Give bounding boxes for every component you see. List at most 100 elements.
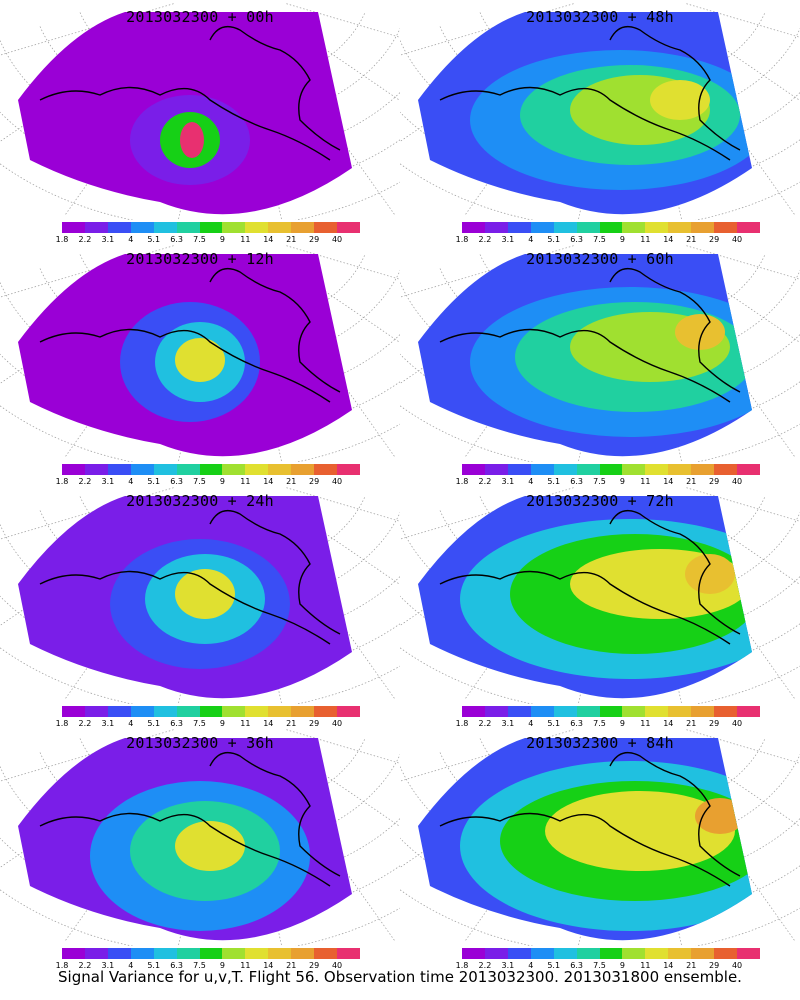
colorbar-label: 3.1 xyxy=(101,477,115,486)
colorbar-label: 9 xyxy=(219,719,225,728)
colorbar-label: 11 xyxy=(640,961,651,970)
colorbar-swatch xyxy=(622,222,646,233)
colorbar-swatch xyxy=(691,464,715,475)
colorbar-swatch xyxy=(530,948,554,959)
panel-title: 2013032300 + 36h xyxy=(126,734,274,752)
colorbar-swatch xyxy=(668,706,692,717)
colorbar-label: 2.2 xyxy=(78,961,92,970)
colorbar-label: 7.5 xyxy=(593,235,606,244)
colorbar-label: 21 xyxy=(286,477,297,486)
colorbar-swatch xyxy=(576,464,600,475)
coastline xyxy=(39,26,341,161)
colorbar-label: 7.5 xyxy=(193,235,206,244)
colorbar-swatch xyxy=(714,948,738,959)
colorbar-swatch xyxy=(599,948,623,959)
colorbar-label: 3.1 xyxy=(501,719,515,728)
colorbar-label: 40 xyxy=(331,719,343,728)
colorbar-swatch xyxy=(668,222,692,233)
colorbar-swatch xyxy=(599,706,623,717)
colorbar-swatch xyxy=(268,706,292,717)
colorbar-swatch xyxy=(507,706,531,717)
colorbar-swatch xyxy=(62,706,85,717)
colorbar-swatch xyxy=(62,948,85,959)
colorbar-label: 5.1 xyxy=(147,235,161,244)
colorbar-label: 40 xyxy=(331,235,343,244)
variance-field xyxy=(418,12,752,215)
colorbar-label: 9 xyxy=(619,719,625,728)
colorbar-swatch xyxy=(714,706,738,717)
colorbar-swatch xyxy=(530,222,554,233)
colorbar-swatch xyxy=(576,706,600,717)
colorbar-label: 6.3 xyxy=(170,235,183,244)
panel-title: 2013032300 + 24h xyxy=(126,492,274,510)
colorbar-swatch xyxy=(62,464,85,475)
variance-field xyxy=(418,738,752,941)
variance-map xyxy=(0,487,400,704)
colorbar-label: 6.3 xyxy=(570,719,583,728)
colorbar-swatch xyxy=(337,706,360,717)
variance-field xyxy=(18,738,352,941)
map-panel: 2013032300 + 60h 1.8 2.2 3.1 4 5.1 6.3 7.5 9 11 14… xyxy=(400,242,800,486)
colorbar-swatch xyxy=(62,222,85,233)
colorbar-label: 3.1 xyxy=(101,235,115,244)
colorbar-label: 29 xyxy=(309,235,320,244)
colorbar-swatch xyxy=(84,464,108,475)
colorbar-swatch xyxy=(337,222,360,233)
colorbar-label: 5.1 xyxy=(547,235,561,244)
coastline xyxy=(39,268,341,403)
colorbar-label: 1.8 xyxy=(455,719,469,728)
colorbar-label: 11 xyxy=(240,477,251,486)
colorbar-label: 5.1 xyxy=(147,719,161,728)
colorbar-label: 40 xyxy=(731,961,743,970)
colorbar-label: 11 xyxy=(240,235,251,244)
colorbar-label: 9 xyxy=(619,477,625,486)
colorbar-swatch xyxy=(622,948,646,959)
colorbar-swatch xyxy=(291,222,315,233)
map-panel: 2013032300 + 24h 1.8 2.2 3.1 4 5.1 6.3 7.5 9 11 14… xyxy=(0,484,400,728)
colorbar-swatch xyxy=(484,222,508,233)
colorbar xyxy=(62,948,360,959)
colorbar xyxy=(462,706,760,717)
colorbar-label: 29 xyxy=(309,961,320,970)
colorbar-label: 6.3 xyxy=(170,719,183,728)
colorbar xyxy=(462,222,760,233)
panel-title: 2013032300 + 00h xyxy=(126,8,274,26)
colorbar-label: 1.8 xyxy=(455,961,469,970)
colorbar-swatch xyxy=(176,706,200,717)
colorbar-swatch xyxy=(645,706,669,717)
variance-field xyxy=(418,496,752,699)
colorbar-labels: 1.8 2.2 3.1 4 5.1 6.3 7.5 9 11 14 21 29 40 xyxy=(456,719,760,729)
colorbar-label: 4 xyxy=(528,235,534,244)
colorbar-label: 6.3 xyxy=(170,961,183,970)
colorbar-swatch xyxy=(314,706,338,717)
colorbar-swatch xyxy=(84,222,108,233)
colorbar-label: 9 xyxy=(219,961,225,970)
colorbar-label: 40 xyxy=(731,477,743,486)
colorbar-swatch xyxy=(245,948,269,959)
map-panel: 2013032300 + 72h 1.8 2.2 3.1 4 5.1 6.3 7.5 9 11 14… xyxy=(400,484,800,728)
colorbar-labels: 1.8 2.2 3.1 4 5.1 6.3 7.5 9 11 14 21 29 40 xyxy=(456,235,760,245)
colorbar-swatch xyxy=(176,948,200,959)
variance-map xyxy=(0,3,400,220)
colorbar-swatch xyxy=(484,948,508,959)
colorbar-swatch xyxy=(84,706,108,717)
colorbar-label: 6.3 xyxy=(570,961,583,970)
colorbar-label: 7.5 xyxy=(593,961,606,970)
colorbar-label: 7.5 xyxy=(193,719,206,728)
figure-caption: Signal Variance for u,v,T. Flight 56. Ob… xyxy=(58,968,742,986)
colorbar-label: 6.3 xyxy=(170,477,183,486)
colorbar-swatch xyxy=(268,948,292,959)
panel-title: 2013032300 + 72h xyxy=(526,492,674,510)
colorbar-label: 29 xyxy=(309,719,320,728)
map-panel: 2013032300 + 36h 1.8 2.2 3.1 4 5.1 6.3 7.5 9 11 14… xyxy=(0,726,400,970)
colorbar-swatch xyxy=(245,706,269,717)
colorbar-swatch xyxy=(668,948,692,959)
colorbar-labels: 1.8 2.2 3.1 4 5.1 6.3 7.5 9 11 14 21 29 40 xyxy=(56,961,360,971)
colorbar-swatch xyxy=(737,948,760,959)
colorbar-label: 1.8 xyxy=(55,235,69,244)
colorbar-swatch xyxy=(530,706,554,717)
colorbar-swatch xyxy=(222,948,246,959)
map-panel: 2013032300 + 12h 1.8 2.2 3.1 4 5.1 6.3 7.5 9 11 14… xyxy=(0,242,400,486)
colorbar-swatch xyxy=(130,222,154,233)
colorbar-swatch xyxy=(153,706,177,717)
